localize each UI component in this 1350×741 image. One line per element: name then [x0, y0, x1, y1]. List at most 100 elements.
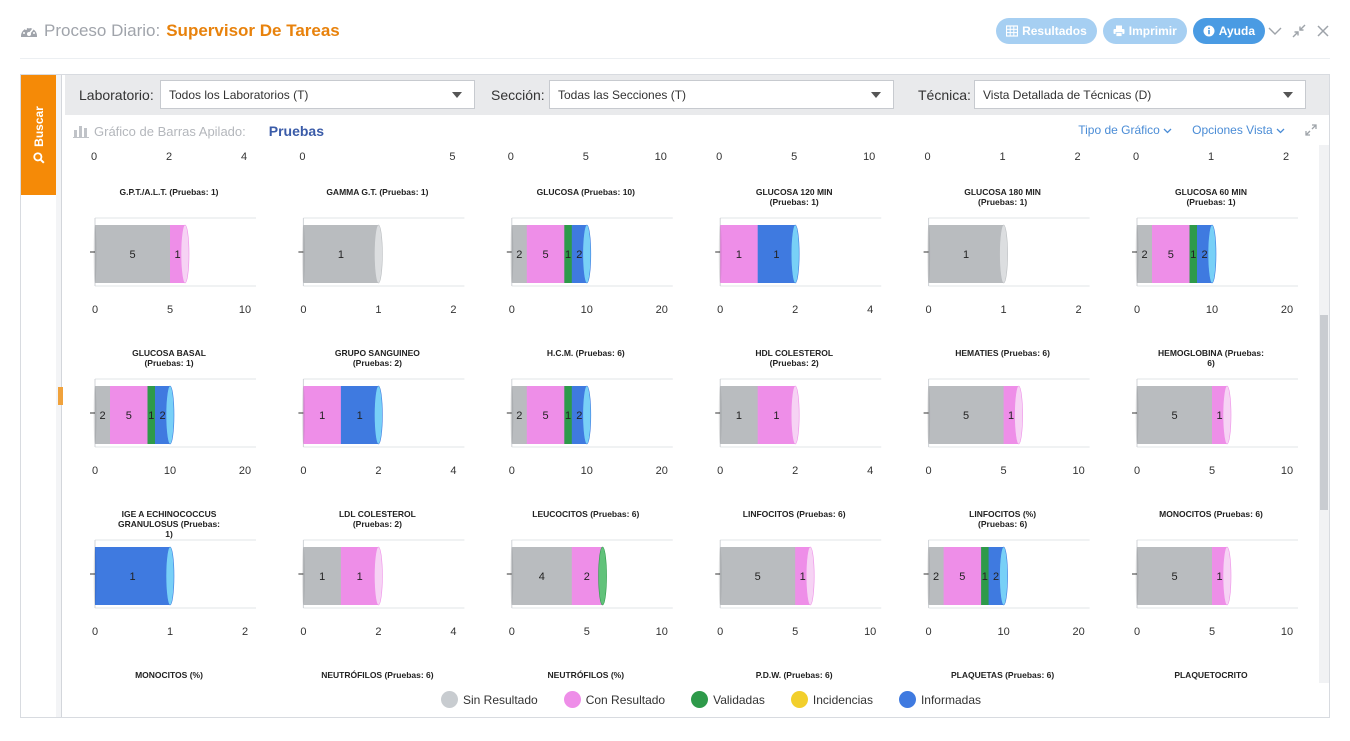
- charts-grid: 0 2 4 0 5 0 5 10 0 5 10 0 1 2 0 1 2 G.P.T./A.L.T. (Prueba…: [65, 145, 1320, 685]
- bar-cap: [805, 546, 815, 606]
- axis-tick-label: 1: [167, 626, 173, 638]
- chart-legend: Sin Resultado Con Resultado Validadas In…: [21, 691, 1329, 708]
- chevron-down-icon: [1163, 128, 1172, 134]
- bar-value-label: 1: [338, 249, 344, 261]
- bar-segment-sin_resultado: [720, 386, 758, 444]
- chart-title: 6): [1207, 358, 1215, 368]
- bar-value-label: 1: [357, 571, 363, 583]
- axis-tick-label: 2: [792, 304, 798, 316]
- bar-segment-con_resultado: [526, 386, 565, 444]
- bar-start: [301, 547, 305, 605]
- bar-value-label: 1: [736, 249, 742, 261]
- title-prefix: Proceso Diario:: [44, 21, 161, 40]
- laboratorio-label: Laboratorio:: [79, 87, 154, 103]
- bar-value-label: 2: [99, 410, 105, 422]
- seccion-select[interactable]: Todas las Secciones (T): [549, 80, 894, 109]
- axis-tick-label: 4: [450, 626, 456, 638]
- close-icon[interactable]: [1316, 24, 1330, 38]
- axis-tick-label: 5: [792, 626, 798, 638]
- imprimir-button[interactable]: Imprimir: [1102, 18, 1187, 44]
- chart-title: MONOCITOS (Pruebas: 6): [1159, 509, 1263, 519]
- bar-value-label: 1: [174, 249, 180, 261]
- bar-segment-sin_resultado: [1137, 386, 1212, 444]
- axis-tick-label: 0: [299, 151, 305, 163]
- bar-start: [1135, 386, 1139, 444]
- legend-swatch: [440, 691, 458, 708]
- legend-item[interactable]: Informadas: [898, 691, 981, 708]
- stacked-bar-charts: 0 2 4 0 5 0 5 10 0 5 10 0 1 2 0 1 2G.P.T./A.L.T. (Prueba…: [90, 151, 1298, 680]
- axis-tick-label: 0: [1133, 151, 1139, 163]
- bar-cap: [374, 546, 383, 606]
- splitter-handle[interactable]: [58, 387, 63, 405]
- axis-tick-label: 0: [300, 304, 306, 316]
- legend-label: Incidencias: [812, 692, 873, 707]
- buscar-tab[interactable]: Buscar: [21, 75, 56, 195]
- page-title: Proceso Diario: Supervisor De Tareas: [20, 21, 340, 41]
- opciones-vista-dropdown[interactable]: Opciones Vista: [1192, 123, 1285, 137]
- bar-segment-con_resultado: [757, 386, 796, 444]
- bar-cap: [999, 224, 1008, 284]
- tecnica-select[interactable]: Vista Detallada de Técnicas (D): [974, 80, 1306, 109]
- expand-icon[interactable]: [1305, 124, 1317, 136]
- bar-cap: [165, 546, 175, 606]
- bar-value-label: 2: [993, 571, 999, 583]
- legend-item[interactable]: Sin Resultado: [440, 691, 538, 708]
- imprimir-label: Imprimir: [1128, 24, 1177, 38]
- filter-bar: Laboratorio: Todos los Laboratorios (T) …: [65, 75, 1329, 115]
- chart-type-label: Gráfico de Barras Apilado:: [94, 123, 246, 139]
- legend-item[interactable]: Validadas: [691, 691, 765, 708]
- bar-cap: [1014, 385, 1023, 445]
- axis-tick-label: 0: [91, 151, 97, 163]
- bar-start: [718, 225, 722, 283]
- axis-tick-label: 10: [1206, 304, 1218, 316]
- legend-item[interactable]: Con Resultado: [563, 691, 665, 708]
- bar-value-label: 1: [773, 410, 779, 422]
- compress-icon[interactable]: [1292, 24, 1306, 38]
- resultados-button[interactable]: Resultados: [996, 18, 1097, 44]
- bar-segment-con_resultado: [943, 547, 982, 605]
- bar-start: [510, 386, 514, 444]
- chart-title: (Pruebas: 6): [978, 519, 1027, 529]
- ayuda-button[interactable]: Ayuda: [1192, 18, 1265, 44]
- tipo-grafico-dropdown[interactable]: Tipo de Gráfico: [1078, 123, 1172, 137]
- bar-cap: [374, 385, 383, 445]
- bar-cap: [582, 385, 592, 445]
- bar-start: [1135, 225, 1139, 283]
- bar-start: [93, 547, 97, 605]
- chart-title: HDL COLESTEROL: [755, 348, 833, 358]
- bar-cap: [790, 385, 800, 445]
- chart-title: MONOCITOS (%): [135, 670, 203, 680]
- axis-tick-label: 10: [1281, 626, 1293, 638]
- bar-value-label: 2: [576, 410, 582, 422]
- tecnica-value: Vista Detallada de Técnicas (D): [983, 88, 1152, 102]
- axis-tick-label: 2: [1075, 151, 1081, 163]
- axis-tick-label: 0: [300, 626, 306, 638]
- bar-start: [510, 225, 514, 283]
- bar-value-label: 2: [1141, 249, 1147, 261]
- axis-tick-label: 0: [717, 626, 723, 638]
- axis-tick-label: 0: [926, 626, 932, 638]
- bar-start: [927, 547, 931, 605]
- bar-value-label: 1: [1216, 410, 1222, 422]
- bar-value-label: 2: [159, 410, 165, 422]
- bar-segment-con_resultado: [1152, 225, 1190, 283]
- axis-tick-label: 2: [375, 465, 381, 477]
- ayuda-label: Ayuda: [1218, 24, 1255, 38]
- opciones-vista-label: Opciones Vista: [1192, 123, 1273, 137]
- legend-label: Sin Resultado: [462, 692, 538, 707]
- bar-value-label: 1: [565, 410, 571, 422]
- chart-title: PLAQUETOCRITO: [1174, 670, 1248, 680]
- chart-title: GRUPO SANGUINEO: [335, 348, 420, 358]
- dashboard-gauge-icon: [21, 26, 37, 37]
- axis-tick-label: 0: [300, 465, 306, 477]
- scrollbar-thumb[interactable]: [1320, 315, 1328, 510]
- laboratorio-select[interactable]: Todos los Laboratorios (T): [160, 80, 475, 109]
- bar-value-label: 2: [584, 571, 590, 583]
- bar-cap: [999, 546, 1008, 606]
- axis-tick-label: 5: [1209, 626, 1215, 638]
- legend-item[interactable]: Incidencias: [790, 691, 873, 708]
- collapse-chevron-icon[interactable]: [1268, 24, 1282, 38]
- chart-title: GLUCOSA 180 MIN: [964, 187, 1041, 197]
- bar-segment-sin_resultado: [95, 386, 110, 444]
- bar-value-label: 1: [1190, 249, 1196, 261]
